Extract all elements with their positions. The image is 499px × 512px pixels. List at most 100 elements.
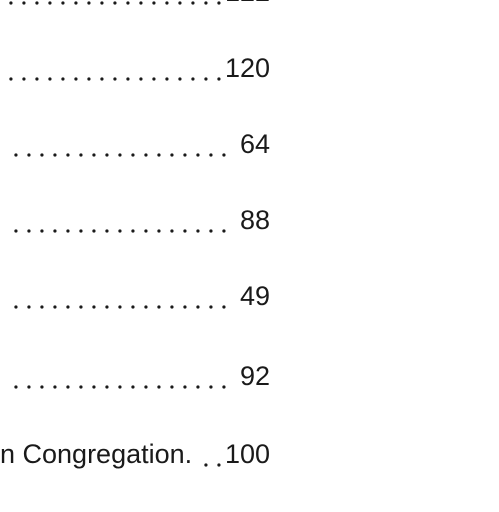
leader-dot xyxy=(61,77,65,81)
leader-dot xyxy=(48,1,52,5)
leader-dot xyxy=(131,305,135,309)
leader-dot xyxy=(105,229,109,233)
leader-dot xyxy=(118,385,122,389)
leader-dot xyxy=(14,385,18,389)
leader-dot xyxy=(165,77,169,81)
leader-dot xyxy=(152,77,156,81)
leader-dot xyxy=(92,305,96,309)
leader-dot xyxy=(183,229,187,233)
leader-dot xyxy=(170,385,174,389)
leader-dot xyxy=(61,1,65,5)
leader-dot xyxy=(66,153,70,157)
leader-dot xyxy=(209,305,213,309)
leader-dot xyxy=(191,77,195,81)
leader-dot xyxy=(118,305,122,309)
leader-dot xyxy=(157,153,161,157)
leader-dot xyxy=(113,77,117,81)
leader-dot xyxy=(22,77,26,81)
leader-dot xyxy=(170,229,174,233)
leader-dot xyxy=(131,385,135,389)
leader-dot xyxy=(144,153,148,157)
leader-dot xyxy=(14,229,18,233)
page-number: 122 xyxy=(225,0,270,7)
leader-dot xyxy=(53,305,57,309)
leader-dot xyxy=(183,305,187,309)
leader-dot xyxy=(92,229,96,233)
page-number: 120 xyxy=(225,53,270,83)
leader-dot xyxy=(157,229,161,233)
leader-dot xyxy=(87,77,91,81)
leader-dot xyxy=(118,229,122,233)
leader-dot xyxy=(66,229,70,233)
leader-dot xyxy=(157,385,161,389)
leader-dot xyxy=(79,153,83,157)
leader-dot xyxy=(27,153,31,157)
leader-dot xyxy=(170,153,174,157)
leader-dot xyxy=(74,77,78,81)
leader-dot xyxy=(131,229,135,233)
leader-dot xyxy=(92,385,96,389)
leader-dot xyxy=(222,385,226,389)
leader-dot xyxy=(48,77,52,81)
leader-dot xyxy=(14,305,18,309)
leader-dot xyxy=(131,153,135,157)
leader-dot xyxy=(27,305,31,309)
leader-dot xyxy=(170,305,174,309)
leader-dot xyxy=(222,153,226,157)
leader-dot xyxy=(152,1,156,5)
leader-dot xyxy=(183,385,187,389)
leader-dot xyxy=(144,229,148,233)
leader-dot xyxy=(217,1,221,5)
leader-dot xyxy=(100,1,104,5)
leader-dot xyxy=(40,305,44,309)
leader-dot xyxy=(113,1,117,5)
leader-dot xyxy=(209,229,213,233)
leader-dot xyxy=(92,153,96,157)
leader-dot xyxy=(191,1,195,5)
leader-dot xyxy=(222,305,226,309)
leader-dot xyxy=(27,229,31,233)
leader-dot xyxy=(105,305,109,309)
page-number: 88 xyxy=(240,205,270,235)
page-number: 100 xyxy=(225,439,270,469)
leader-dot xyxy=(40,153,44,157)
leader-dot xyxy=(9,77,13,81)
leader-dot xyxy=(209,385,213,389)
leader-dot xyxy=(22,1,26,5)
leader-dot xyxy=(178,1,182,5)
page-number: 49 xyxy=(240,281,270,311)
leader-dot xyxy=(157,305,161,309)
leader-dot xyxy=(126,1,130,5)
leader-dot xyxy=(204,77,208,81)
leader-dot xyxy=(105,385,109,389)
leader-dot xyxy=(66,385,70,389)
page-number: 64 xyxy=(240,129,270,159)
leader-dot xyxy=(40,385,44,389)
leader-dot xyxy=(126,77,130,81)
leader-dot xyxy=(79,385,83,389)
leader-dot xyxy=(183,153,187,157)
leader-dot xyxy=(79,229,83,233)
leader-dot xyxy=(27,385,31,389)
leader-dot xyxy=(139,77,143,81)
leader-dot xyxy=(222,229,226,233)
leader-dot xyxy=(144,305,148,309)
leader-dot xyxy=(9,1,13,5)
leader-dot xyxy=(35,1,39,5)
leader-dot xyxy=(217,77,221,81)
leader-dot xyxy=(217,463,221,467)
leader-dot xyxy=(196,385,200,389)
leader-dot xyxy=(74,1,78,5)
leader-dot xyxy=(196,305,200,309)
leader-dot xyxy=(100,77,104,81)
leader-dot xyxy=(40,229,44,233)
leader-dot xyxy=(53,229,57,233)
leader-dot xyxy=(196,153,200,157)
leader-dot xyxy=(53,153,57,157)
leader-dot xyxy=(14,153,18,157)
leader-dot xyxy=(53,385,57,389)
leader-dot xyxy=(209,153,213,157)
leader-dot xyxy=(204,1,208,5)
leader-dot xyxy=(204,463,208,467)
